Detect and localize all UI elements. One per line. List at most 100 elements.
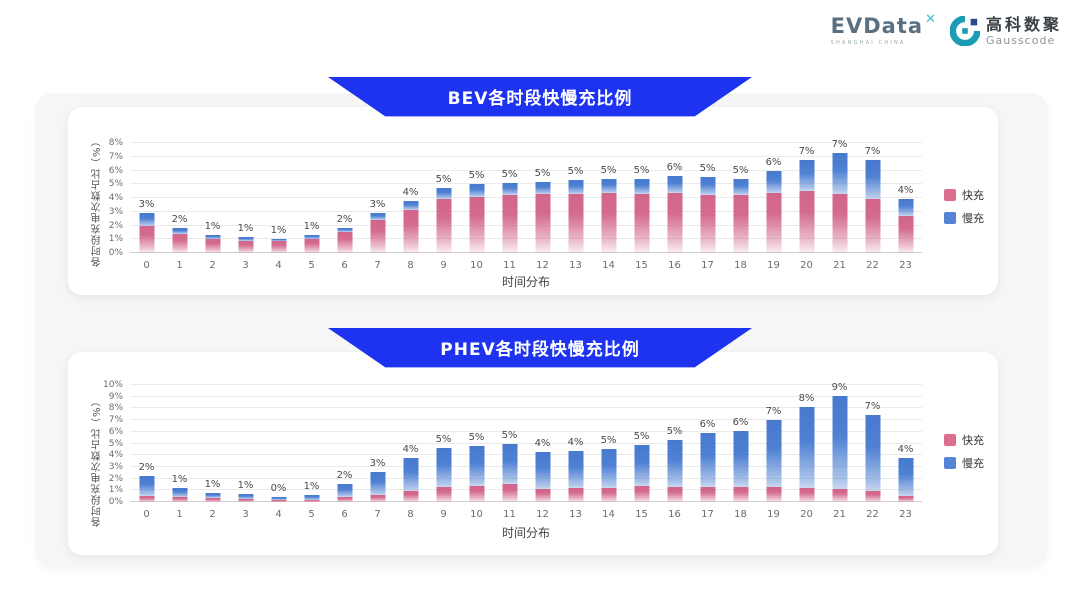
slow-charge-segment (568, 180, 583, 194)
x-axis-tick: 13 (569, 509, 582, 520)
bar-slot-9: 5% 9 (427, 143, 460, 271)
fast-charge-segment (700, 195, 715, 253)
x-axis-tick: 19 (767, 509, 780, 520)
x-axis-tick: 2 (209, 260, 216, 271)
evdata-tagline: SHANGHAI CHINA (830, 40, 906, 47)
stacked-bar (205, 235, 220, 253)
bar-value-label: 6% (699, 418, 716, 430)
fast-charge-segment (205, 498, 220, 502)
bar-value-label: 5% (633, 164, 650, 176)
stacked-bar (205, 492, 220, 502)
y-axis-tick: 8% (108, 403, 123, 414)
slow-charge-segment (535, 181, 550, 194)
bar-slot-3: 1% 3 (229, 385, 262, 520)
slow-charge-segment (304, 235, 319, 239)
gridline (130, 210, 922, 212)
stacked-bar (865, 415, 880, 502)
y-axis-tick: 8% (108, 138, 123, 148)
bev-legend: 快充 慢充 (944, 187, 984, 226)
slow-charge-segment (469, 184, 484, 197)
x-axis-tick: 15 (635, 509, 648, 520)
bar-slot-15: 5% 15 (625, 385, 658, 520)
legend-item-fast: 快充 (944, 187, 984, 203)
gridline (130, 197, 922, 198)
fast-charge-segment (733, 486, 748, 502)
gausscode-logo-icon (949, 16, 980, 47)
slow-charge-segment (337, 227, 352, 233)
stacked-bar (502, 182, 517, 253)
bar-slot-10: 5% 10 (460, 143, 493, 271)
slow-charge-segment (700, 432, 715, 487)
stacked-bar (601, 449, 616, 502)
bar-value-label: 5% (666, 426, 683, 437)
fast-charge-segment (766, 192, 781, 253)
bar-slot-0: 3% 0 (130, 143, 163, 271)
fast-charge-label: 快充 (962, 189, 984, 202)
y-axis-tick: 1% (108, 485, 123, 496)
bar-value-label: 1% (303, 221, 320, 233)
slow-charge-segment (634, 444, 649, 486)
bar-slot-13: 5% 13 (559, 143, 592, 271)
bar-value-label: 5% (435, 434, 452, 446)
bar-slot-14: 5% 14 (592, 143, 625, 271)
gridline (130, 430, 922, 432)
phev-legend: 快充 慢充 (944, 432, 984, 471)
slow-charge-segment (271, 496, 286, 501)
stacked-bar (568, 180, 583, 253)
stacked-bar (700, 177, 715, 253)
header-logos: EVData ✕ SHANGHAI CHINA 高科数聚 Gausscode (830, 12, 1062, 47)
legend-item-slow: 慢充 (944, 210, 984, 226)
bar-value-label: 2% (171, 214, 188, 226)
bar-value-label: 5% (600, 164, 617, 176)
slow-charge-swatch (944, 212, 956, 224)
x-axis-tick: 15 (635, 260, 648, 271)
gausscode-logo: 高科数聚 Gausscode (949, 16, 1062, 47)
bar-value-label: 1% (171, 473, 188, 485)
bar-value-label: 5% (501, 429, 518, 441)
stacked-bar (568, 450, 583, 502)
bar-slot-15: 5% 15 (625, 143, 658, 271)
bar-value-label: 7% (864, 145, 881, 157)
slow-charge-segment (766, 170, 781, 193)
fast-charge-segment (865, 199, 880, 253)
bar-slot-18: 6% 18 (724, 385, 757, 520)
phev-y-axis-label: 各时段充电次数占比（%） (92, 395, 103, 527)
fast-charge-segment (799, 487, 814, 502)
gridline (130, 142, 922, 143)
bar-value-label: 1% (237, 223, 254, 235)
phev-chart-title: PHEV各时段快慢充比例 (440, 339, 640, 360)
slow-charge-segment (139, 476, 154, 497)
bar-value-label: 5% (732, 164, 749, 176)
x-axis-tick: 7 (374, 260, 381, 271)
y-axis-tick: 0% (108, 248, 123, 258)
x-axis-tick: 2 (209, 509, 216, 520)
slow-charge-segment (865, 415, 880, 492)
bar-slot-23: 4% 23 (889, 385, 922, 520)
bar-value-label: 1% (204, 221, 221, 233)
bar-slot-7: 3% 7 (361, 143, 394, 271)
slow-charge-segment (205, 235, 220, 240)
stacked-bar (403, 457, 418, 502)
fast-charge-segment (271, 500, 286, 502)
fast-charge-segment (667, 486, 682, 502)
slow-charge-segment (700, 177, 715, 196)
bar-slot-14: 5% 14 (592, 385, 625, 520)
y-axis-tick: 1% (108, 234, 123, 245)
bar-value-label: 5% (567, 166, 584, 178)
slow-charge-segment (733, 430, 748, 487)
slow-charge-segment (370, 213, 385, 220)
x-axis-tick: 3 (242, 260, 249, 271)
y-axis-tick: 10% (102, 380, 123, 390)
x-axis-tick: 21 (833, 260, 846, 271)
x-axis-tick: 22 (866, 509, 879, 520)
fast-charge-segment (535, 193, 550, 253)
stacked-bar (535, 181, 550, 253)
bar-value-label: 7% (864, 401, 881, 413)
bar-slot-19: 6% 19 (757, 143, 790, 272)
bar-slot-5: 1% 5 (295, 385, 328, 520)
x-axis-tick: 18 (734, 260, 747, 271)
x-axis-tick: 3 (242, 509, 249, 520)
stacked-bar (304, 235, 319, 253)
x-axis-tick: 12 (536, 260, 549, 271)
slow-charge-segment (172, 487, 187, 498)
